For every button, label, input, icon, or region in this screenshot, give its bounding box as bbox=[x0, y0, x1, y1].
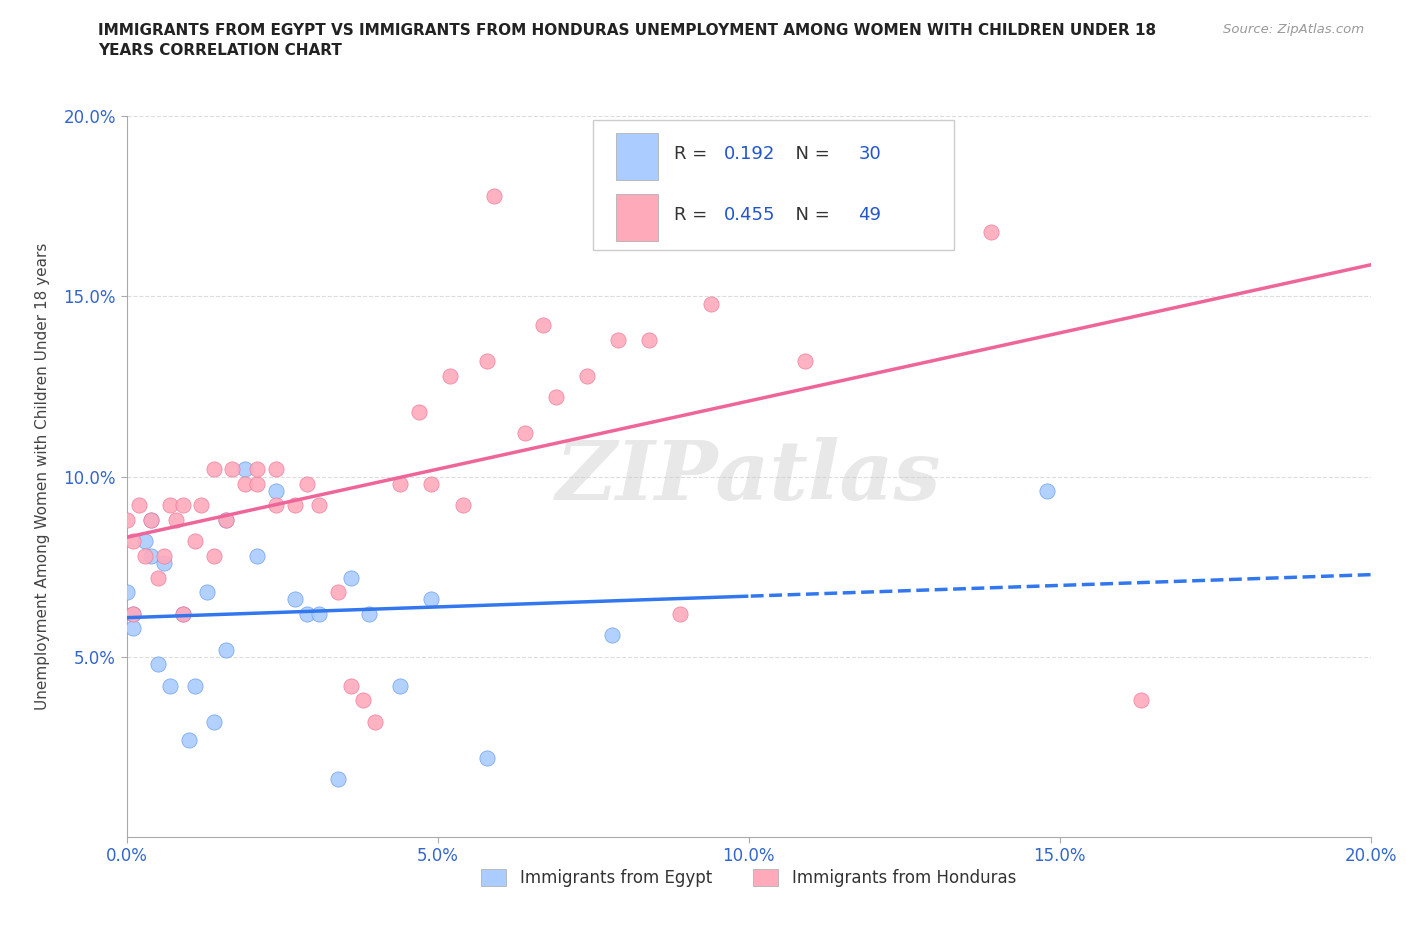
Point bbox=[1129, 693, 1152, 708]
Text: Source: ZipAtlas.com: Source: ZipAtlas.com bbox=[1223, 23, 1364, 36]
Point bbox=[420, 476, 443, 491]
Legend: Immigrants from Egypt, Immigrants from Honduras: Immigrants from Egypt, Immigrants from H… bbox=[475, 862, 1022, 894]
Y-axis label: Unemployment Among Women with Children Under 18 years: Unemployment Among Women with Children U… bbox=[35, 243, 49, 711]
Point bbox=[439, 368, 461, 383]
Point bbox=[531, 318, 554, 333]
Point bbox=[339, 678, 361, 693]
Point bbox=[134, 534, 156, 549]
Point bbox=[172, 606, 194, 621]
Point bbox=[451, 498, 474, 513]
Point bbox=[359, 606, 381, 621]
Text: R =: R = bbox=[673, 145, 713, 163]
Point bbox=[389, 678, 412, 693]
Point bbox=[246, 549, 269, 564]
Point bbox=[141, 512, 163, 527]
Point bbox=[339, 570, 361, 585]
Text: 30: 30 bbox=[858, 145, 882, 163]
FancyBboxPatch shape bbox=[616, 194, 658, 241]
Point bbox=[482, 188, 505, 203]
Point bbox=[121, 606, 143, 621]
Point bbox=[352, 693, 374, 708]
Point bbox=[1036, 484, 1059, 498]
Point bbox=[793, 354, 815, 369]
Text: R =: R = bbox=[673, 206, 713, 224]
Point bbox=[264, 484, 287, 498]
Point bbox=[141, 549, 163, 564]
Point bbox=[264, 462, 287, 477]
FancyBboxPatch shape bbox=[593, 120, 955, 249]
Text: N =: N = bbox=[783, 145, 835, 163]
Point bbox=[172, 606, 194, 621]
Point bbox=[146, 657, 169, 671]
Point bbox=[115, 585, 138, 600]
Point bbox=[477, 751, 499, 765]
Point bbox=[980, 224, 1002, 239]
Point bbox=[141, 512, 163, 527]
Point bbox=[202, 549, 225, 564]
Point bbox=[308, 606, 330, 621]
Point bbox=[575, 368, 598, 383]
Point bbox=[364, 714, 387, 729]
Point bbox=[233, 476, 256, 491]
Point bbox=[669, 606, 692, 621]
Point bbox=[308, 498, 330, 513]
Point bbox=[215, 512, 238, 527]
Point bbox=[134, 549, 156, 564]
Text: 0.455: 0.455 bbox=[724, 206, 775, 224]
Point bbox=[190, 498, 212, 513]
Point bbox=[159, 498, 181, 513]
Point bbox=[246, 476, 269, 491]
Point bbox=[295, 606, 318, 621]
Point bbox=[607, 332, 630, 347]
Text: ZIPatlas: ZIPatlas bbox=[555, 436, 942, 517]
Text: 0.192: 0.192 bbox=[724, 145, 775, 163]
Point bbox=[600, 628, 623, 643]
Point bbox=[121, 534, 143, 549]
Point bbox=[197, 585, 219, 600]
Point bbox=[146, 570, 169, 585]
Text: N =: N = bbox=[783, 206, 835, 224]
Point bbox=[115, 512, 138, 527]
Point bbox=[177, 732, 200, 747]
Text: 49: 49 bbox=[858, 206, 882, 224]
Point bbox=[700, 297, 723, 312]
Point bbox=[184, 534, 207, 549]
Point bbox=[121, 606, 143, 621]
Point bbox=[153, 556, 176, 571]
Point bbox=[233, 462, 256, 477]
Point bbox=[544, 390, 567, 405]
Point bbox=[128, 498, 150, 513]
Point bbox=[477, 354, 499, 369]
Point bbox=[283, 498, 305, 513]
Point bbox=[513, 426, 536, 441]
Point bbox=[408, 405, 430, 419]
Point bbox=[420, 591, 443, 606]
Point bbox=[326, 772, 349, 787]
Point bbox=[159, 678, 181, 693]
Point bbox=[202, 714, 225, 729]
Point bbox=[215, 512, 238, 527]
Point bbox=[172, 498, 194, 513]
Point bbox=[153, 549, 176, 564]
Point bbox=[246, 462, 269, 477]
Point bbox=[389, 476, 412, 491]
FancyBboxPatch shape bbox=[616, 133, 658, 180]
Point bbox=[184, 678, 207, 693]
Point bbox=[264, 498, 287, 513]
Point bbox=[326, 585, 349, 600]
Point bbox=[295, 476, 318, 491]
Point bbox=[165, 512, 187, 527]
Point bbox=[283, 591, 305, 606]
Point bbox=[215, 643, 238, 658]
Point bbox=[731, 188, 754, 203]
Point bbox=[121, 620, 143, 635]
Text: IMMIGRANTS FROM EGYPT VS IMMIGRANTS FROM HONDURAS UNEMPLOYMENT AMONG WOMEN WITH : IMMIGRANTS FROM EGYPT VS IMMIGRANTS FROM… bbox=[98, 23, 1157, 58]
Point bbox=[221, 462, 243, 477]
Point bbox=[638, 332, 661, 347]
Point bbox=[202, 462, 225, 477]
